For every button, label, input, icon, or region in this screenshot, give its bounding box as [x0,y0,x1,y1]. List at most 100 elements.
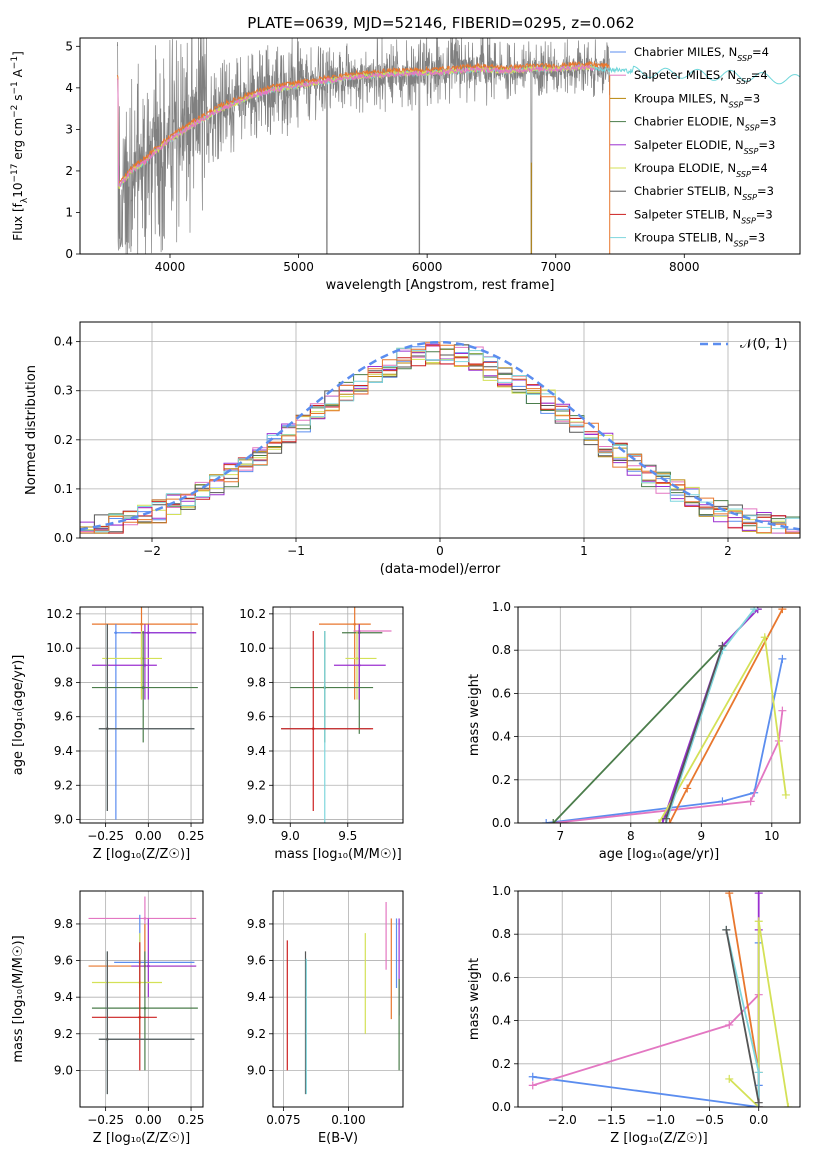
y-tick-label: 9.4 [54,990,73,1004]
x-tick-label: 5000 [283,260,314,274]
y-tick-label: 9.8 [54,917,73,931]
y-axis-label-part: 10 [11,183,25,198]
mass_vs_Z-panel: −0.25 0.00 0.25 9.0 9.2 9.4 9.6 9.8 Z [log₁₀(Z/Z… [11,890,204,1146]
legend-label-name: Kroupa STELIB, N [634,231,734,245]
weight_vs_age-panel: 7 8 9 10 0.0 0.2 0.4 0.6 0.8 1.0 age [log₁₀(age/yr… [467,600,801,862]
x-tick-label: 0.00 [135,1113,162,1127]
legend-label: Kroupa ELODIE, NSSP=4 [634,161,768,179]
legend-label-sub: SSP [736,77,751,86]
x-tick-label: 7 [556,829,564,843]
x-tick-label: −0.25 [87,829,124,843]
axes-frame [79,890,204,1108]
y-tick-label: 3 [65,122,73,136]
data-point [353,622,356,626]
weight-marker [725,1074,734,1083]
x-tick-label: 2 [724,544,732,558]
y-axis-label-part: ] [11,51,25,56]
plot-area [528,891,793,1107]
model-spectrum-line [116,64,595,187]
weight-marker [778,607,787,614]
data-point [357,663,361,667]
legend-label-eq: =3 [756,207,773,221]
data-spectrum-line [116,38,610,254]
x-tick-label: 0.00 [135,829,162,843]
legend-label-eq: =4 [751,161,768,175]
weight-marker [754,1068,763,1077]
legend-label-eq: =3 [743,91,760,105]
y-axis-label-part: Flux [f [11,202,25,240]
x-tick-label: 1 [580,544,588,558]
weight-marker [778,654,787,663]
legend-label-sub: SSP [736,170,751,179]
y-tick-label: 0.4 [492,730,511,744]
x-axis-label: E(B-V) [318,1131,358,1146]
legend-label: Salpeter ELODIE, NSSP=3 [634,138,775,156]
legend-label-eq: =3 [748,231,765,245]
weight-series-line [728,921,790,1107]
legend-label-sub: SSP [741,216,756,225]
x-tick-label: 0.075 [266,1113,300,1127]
weight-marker [725,1020,734,1029]
y-tick-label: 9.0 [247,1063,266,1077]
y-tick-label: 0.2 [492,773,511,787]
y-axis-label-part: −2 [10,105,20,118]
y-axis-label: age [log₁₀(age/yr)] [11,655,26,776]
weight-marker [718,641,727,650]
legend-label-eq: =3 [760,115,777,129]
y-tick-label: 0.4 [492,1014,511,1028]
y-axis-label-part: A [11,68,25,81]
y-tick-label: 0.1 [54,482,73,496]
legend-label: Chabrier ELODIE, NSSP=3 [634,115,776,133]
x-tick-label: 0.100 [331,1113,365,1127]
y-tick-label: 9.2 [247,778,266,792]
x-tick-label: 8000 [669,260,700,274]
weight-marker [528,1072,537,1081]
x-axis-label: mass [log₁₀(M/M☉)] [274,847,401,862]
y-axis-label: Normed distribution [24,365,39,495]
legend-label-sub: SSP [742,193,757,202]
age_vs_mass-panel: 9.0 9.5 9.0 9.2 9.4 9.6 9.8 10.0 10.2 mass [log₁₀… [239,606,404,862]
data-point [106,727,109,731]
x-tick-label: −2 [143,544,161,558]
y-tick-label: 9.8 [247,917,266,931]
data-point [311,727,315,731]
weight-series-line [553,710,784,823]
data-point [143,1006,147,1010]
y-tick-label: 1.0 [492,884,511,898]
weight-marker [528,1081,537,1090]
axes-frame [517,606,801,824]
y-axis-label-part: erg cm [11,118,25,164]
y-tick-label: 9.6 [247,954,266,968]
y-tick-label: 9.0 [54,813,73,827]
y-tick-label: 5 [65,39,73,53]
x-tick-label: 0 [436,544,444,558]
legend-label-sub: SSP [745,123,760,132]
y-tick-label: 9.2 [247,1027,266,1041]
x-tick-label: 9.0 [281,829,300,843]
weight-marker [778,706,787,715]
plot-area [88,896,198,1095]
x-tick-label: 7000 [540,260,571,274]
x-axis-label: wavelength [Angstrom, rest frame] [326,278,555,293]
plot-area [116,38,800,254]
legend-label-sub: SSP [744,146,759,155]
y-tick-label: 9.6 [247,710,266,724]
y-tick-label: 9.4 [247,990,266,1004]
x-tick-label: −1 [287,544,305,558]
axes-frame [272,606,404,824]
y-tick-label: 9.4 [54,744,73,758]
plot-area [281,607,392,823]
weight-marker [665,819,674,823]
x-tick-label: −0.25 [87,1113,124,1127]
y-tick-label: 1 [65,205,73,219]
weight-marker [750,607,759,614]
x-tick-label: 0.0 [749,1113,768,1127]
legend-label: Salpeter MILES, NSSP=4 [634,68,768,86]
weight-series-line [665,608,755,823]
y-tick-label: 0.0 [492,1100,511,1114]
legend-label-name: Salpeter STELIB, N [634,207,741,221]
data-point [147,964,150,968]
y-tick-label: 0.4 [54,335,73,349]
weight_vs_Z-panel: −2.0 −1.5 −1.0 −0.5 0.0 0.0 0.2 0.4 0.6 0.8 1.0 Z [… [467,884,801,1146]
legend-label-sub: SSP [737,54,752,63]
